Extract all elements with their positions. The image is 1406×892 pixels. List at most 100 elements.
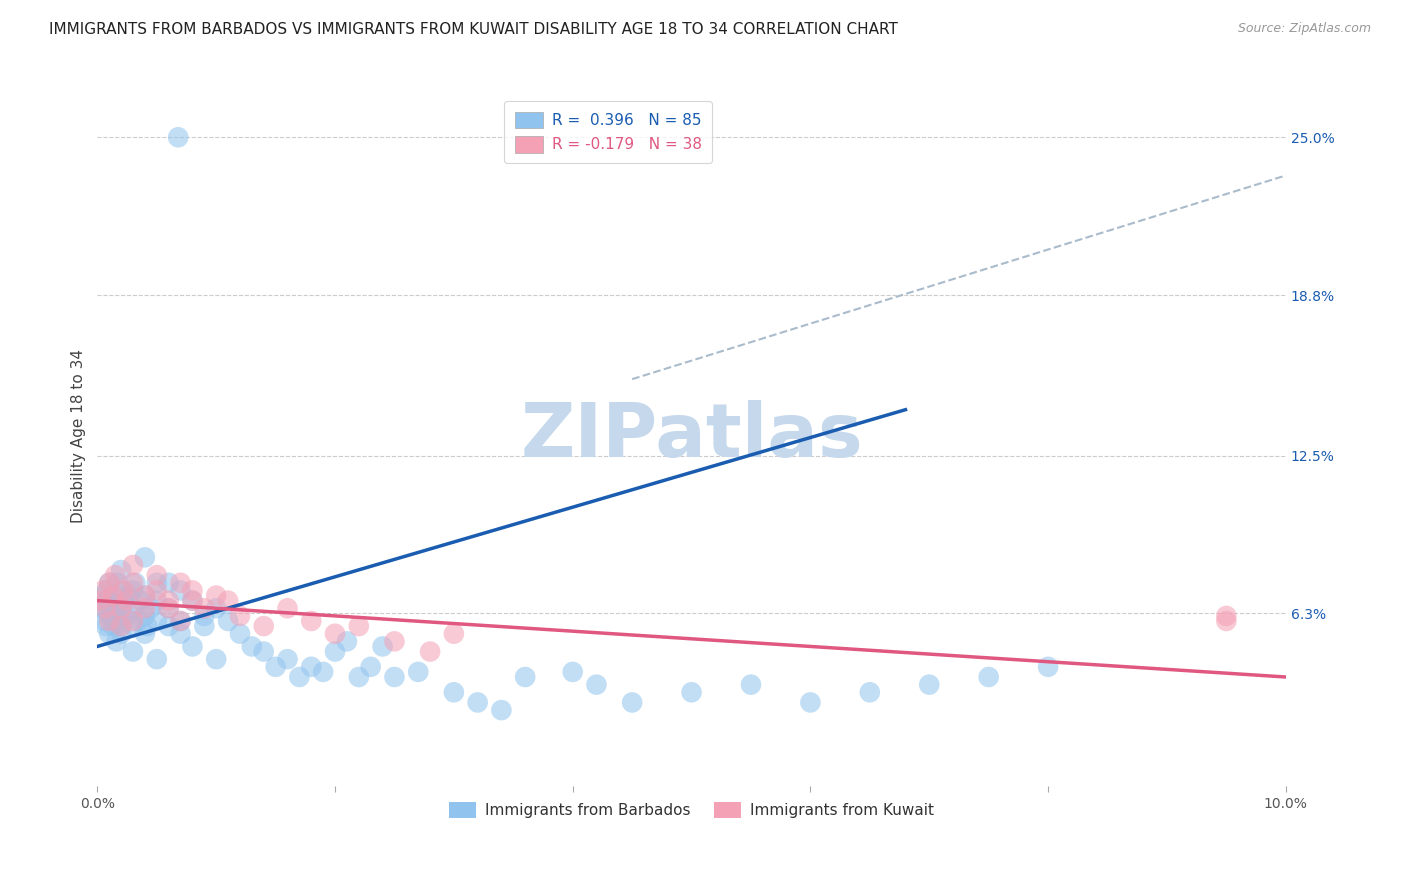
Point — [253, 644, 276, 658]
Point — [491, 703, 513, 717]
Point — [323, 644, 346, 658]
Point — [347, 619, 370, 633]
Point — [276, 601, 298, 615]
Point — [443, 685, 465, 699]
Point — [146, 652, 169, 666]
Point — [134, 601, 156, 615]
Point — [229, 626, 252, 640]
Point — [253, 619, 276, 633]
Point — [122, 644, 145, 658]
Point — [98, 575, 121, 590]
Point — [621, 696, 644, 710]
Point — [110, 619, 132, 633]
Point — [146, 614, 169, 628]
Point — [169, 626, 191, 640]
Point — [585, 678, 607, 692]
Point — [467, 696, 489, 710]
Point — [94, 619, 117, 633]
Point — [110, 601, 132, 615]
Point — [122, 583, 145, 598]
Point — [229, 608, 252, 623]
Point — [110, 626, 132, 640]
Point — [134, 626, 156, 640]
Point — [406, 665, 429, 679]
Point — [157, 575, 180, 590]
Point — [122, 619, 145, 633]
Point — [443, 626, 465, 640]
Point — [799, 696, 821, 710]
Point — [134, 608, 156, 623]
Point — [918, 678, 941, 692]
Point — [299, 614, 322, 628]
Point — [136, 619, 159, 633]
Point — [181, 593, 204, 607]
Point — [104, 568, 127, 582]
Point — [93, 614, 115, 628]
Point — [561, 665, 583, 679]
Point — [205, 601, 228, 615]
Point — [110, 563, 132, 577]
Point — [276, 652, 298, 666]
Point — [859, 685, 882, 699]
Point — [384, 634, 406, 648]
Point — [217, 593, 239, 607]
Point — [217, 614, 239, 628]
Point — [299, 660, 322, 674]
Point — [101, 589, 124, 603]
Point — [193, 601, 215, 615]
Legend: Immigrants from Barbados, Immigrants from Kuwait: Immigrants from Barbados, Immigrants fro… — [443, 796, 941, 824]
Point — [146, 575, 169, 590]
Point — [169, 614, 191, 628]
Point — [134, 589, 156, 603]
Point — [110, 601, 132, 615]
Point — [1215, 608, 1237, 623]
Point — [122, 558, 145, 572]
Point — [98, 626, 121, 640]
Text: IMMIGRANTS FROM BARBADOS VS IMMIGRANTS FROM KUWAIT DISABILITY AGE 18 TO 34 CORRE: IMMIGRANTS FROM BARBADOS VS IMMIGRANTS F… — [49, 22, 898, 37]
Point — [323, 626, 346, 640]
Point — [139, 601, 162, 615]
Point — [100, 608, 122, 623]
Point — [1036, 660, 1059, 674]
Point — [110, 619, 132, 633]
Point — [360, 660, 382, 674]
Point — [515, 670, 537, 684]
Point — [419, 644, 441, 658]
Point — [115, 608, 138, 623]
Point — [181, 583, 204, 598]
Point — [240, 640, 263, 654]
Point — [91, 589, 114, 603]
Point — [264, 660, 287, 674]
Point — [122, 575, 145, 590]
Point — [288, 670, 311, 684]
Point — [122, 601, 145, 615]
Point — [1215, 614, 1237, 628]
Point — [134, 550, 156, 565]
Point — [146, 593, 169, 607]
Point — [740, 678, 762, 692]
Point — [205, 589, 228, 603]
Point — [104, 601, 127, 615]
Point — [107, 575, 129, 590]
Point — [91, 583, 114, 598]
Point — [122, 614, 145, 628]
Point — [105, 634, 128, 648]
Point — [127, 614, 149, 628]
Point — [90, 593, 112, 607]
Point — [169, 583, 191, 598]
Point — [336, 634, 359, 648]
Point — [107, 614, 129, 628]
Y-axis label: Disability Age 18 to 34: Disability Age 18 to 34 — [72, 350, 86, 524]
Point — [977, 670, 1000, 684]
Point — [681, 685, 703, 699]
Point — [205, 652, 228, 666]
Point — [112, 583, 135, 598]
Point — [312, 665, 335, 679]
Text: Source: ZipAtlas.com: Source: ZipAtlas.com — [1237, 22, 1371, 36]
Point — [101, 589, 124, 603]
Point — [91, 593, 114, 607]
Point — [94, 601, 117, 615]
Point — [98, 593, 121, 607]
Point — [129, 593, 152, 607]
Point — [134, 589, 156, 603]
